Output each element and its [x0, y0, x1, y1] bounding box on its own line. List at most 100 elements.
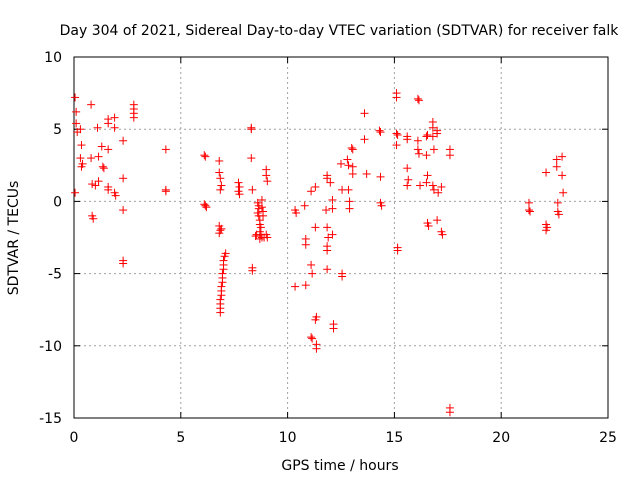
data-point: [329, 324, 338, 333]
data-point: [322, 206, 331, 215]
data-point: [437, 182, 446, 191]
data-point: [552, 155, 561, 164]
data-point: [216, 185, 225, 194]
data-point: [424, 221, 433, 230]
data-point: [375, 126, 384, 135]
data-point: [403, 181, 412, 190]
data-point: [393, 130, 402, 139]
data-point: [558, 171, 567, 180]
data-point: [104, 185, 113, 194]
data-point: [201, 201, 210, 210]
data-point: [119, 259, 128, 268]
data-point: [76, 154, 85, 163]
data-point: [324, 233, 333, 242]
data-point: [161, 187, 170, 196]
data-point: [217, 282, 226, 291]
data-point: [308, 334, 317, 343]
data-point: [338, 272, 347, 281]
data-point: [445, 408, 454, 417]
data-point: [416, 181, 425, 190]
data-point: [216, 174, 225, 183]
data-point: [307, 187, 316, 196]
data-point: [91, 181, 100, 190]
data-point: [311, 182, 320, 191]
data-point: [71, 93, 80, 102]
data-point: [72, 107, 81, 116]
data-point: [254, 204, 263, 213]
data-point: [248, 266, 257, 275]
data-point: [345, 197, 354, 206]
x-tick-label: 20: [492, 430, 510, 446]
data-point: [256, 223, 265, 232]
data-point: [307, 260, 316, 269]
data-point: [257, 203, 266, 212]
data-point: [434, 188, 443, 197]
data-point: [255, 234, 264, 243]
data-point: [559, 188, 568, 197]
y-tick-label: 5: [53, 122, 62, 138]
y-tick-label: -10: [39, 339, 62, 355]
plot-frame: [73, 56, 609, 419]
x-tick-label: 0: [70, 430, 79, 446]
data-point: [87, 100, 96, 109]
data-point: [323, 174, 332, 183]
data-point: [247, 154, 256, 163]
data-point: [348, 145, 357, 154]
data-point: [308, 269, 317, 278]
data-point: [119, 136, 128, 145]
y-tick-label: -15: [39, 411, 62, 427]
y-axis-tick-labels: -15 -10 -5 0 5 10: [39, 50, 62, 427]
data-point: [344, 161, 353, 170]
data-point: [262, 171, 271, 180]
data-point: [429, 185, 438, 194]
data-point: [104, 145, 113, 154]
chart-title: Day 304 of 2021, Sidereal Day-to-day VTE…: [60, 23, 620, 39]
data-point: [110, 123, 119, 132]
data-point: [428, 181, 437, 190]
data-point: [221, 249, 230, 258]
x-tick-label: 10: [279, 430, 297, 446]
data-point: [337, 159, 345, 168]
data-point: [526, 207, 535, 216]
data-point: [423, 130, 432, 139]
axis-ticks: [73, 56, 609, 419]
data-point: [300, 201, 309, 210]
data-point: [110, 113, 119, 122]
data-point: [215, 156, 224, 165]
data-point: [542, 226, 551, 235]
data-point: [433, 216, 442, 225]
data-point: [328, 204, 337, 213]
data-point: [104, 119, 113, 128]
data-point: [301, 281, 310, 290]
data-point: [362, 169, 371, 178]
data-point: [247, 125, 256, 134]
data-point: [87, 154, 96, 163]
data-point: [344, 185, 353, 194]
data-point: [348, 162, 357, 171]
y-axis-label: SDTVAR / TECUs: [6, 181, 22, 296]
data-point: [438, 230, 447, 239]
data-point: [429, 145, 438, 154]
data-point: [202, 203, 211, 212]
data-point: [217, 181, 226, 190]
data-point: [524, 206, 533, 215]
data-point: [215, 229, 224, 238]
data-point: [88, 180, 97, 189]
x-tick-label: 5: [176, 430, 185, 446]
x-tick-label: 15: [385, 430, 403, 446]
data-point: [554, 210, 563, 219]
data-point: [77, 141, 86, 150]
data-point: [94, 152, 103, 161]
data-point: [263, 233, 272, 242]
data-point: [343, 155, 352, 164]
data-point: [99, 164, 108, 173]
data-point: [392, 93, 401, 102]
data-point: [93, 123, 102, 132]
data-point: [404, 175, 413, 184]
data-point: [89, 214, 98, 223]
data-point: [552, 162, 561, 171]
data-point: [414, 96, 423, 105]
data-point: [257, 195, 266, 204]
data-point: [392, 141, 401, 150]
data-point: [312, 344, 321, 353]
